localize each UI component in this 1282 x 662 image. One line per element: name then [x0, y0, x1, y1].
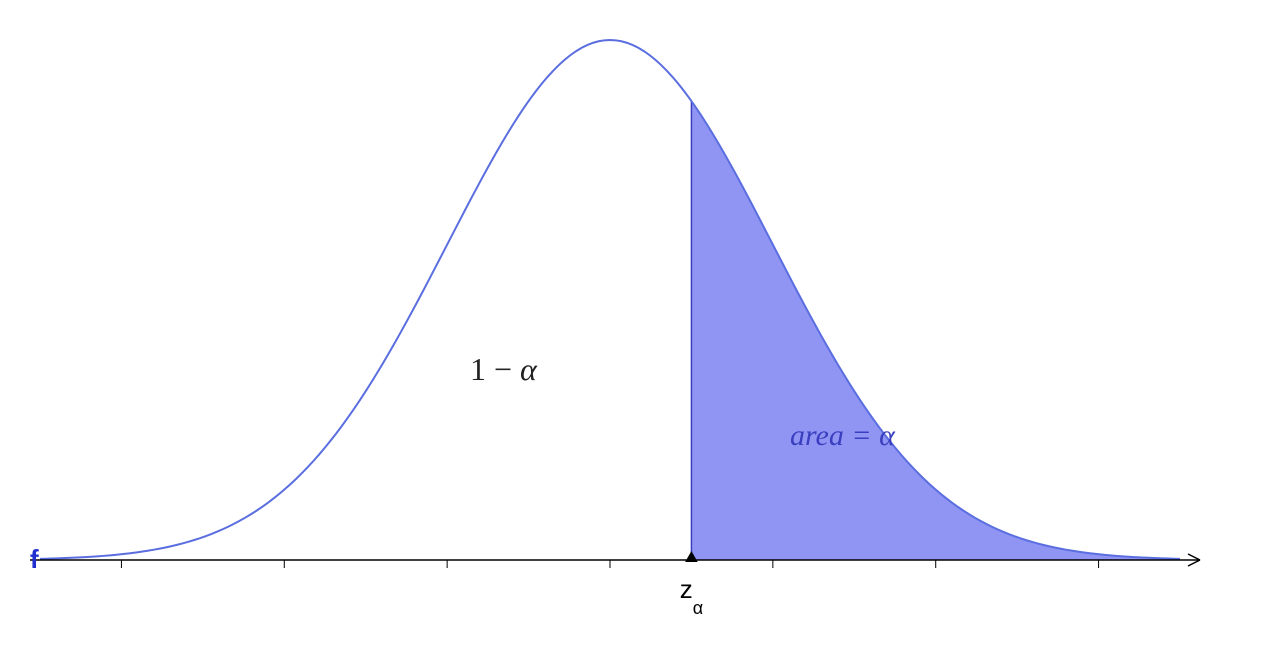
normal-curve — [40, 40, 1180, 559]
label-area-alpha: area = α — [790, 419, 896, 452]
distribution-chart: f 1 − α area = α zα — [0, 0, 1282, 662]
shaded-tail-area — [691, 101, 1180, 560]
y-axis-label: f — [30, 544, 39, 574]
label-z-alpha: zα — [680, 574, 703, 618]
label-one-minus-alpha: 1 − α — [470, 351, 538, 387]
